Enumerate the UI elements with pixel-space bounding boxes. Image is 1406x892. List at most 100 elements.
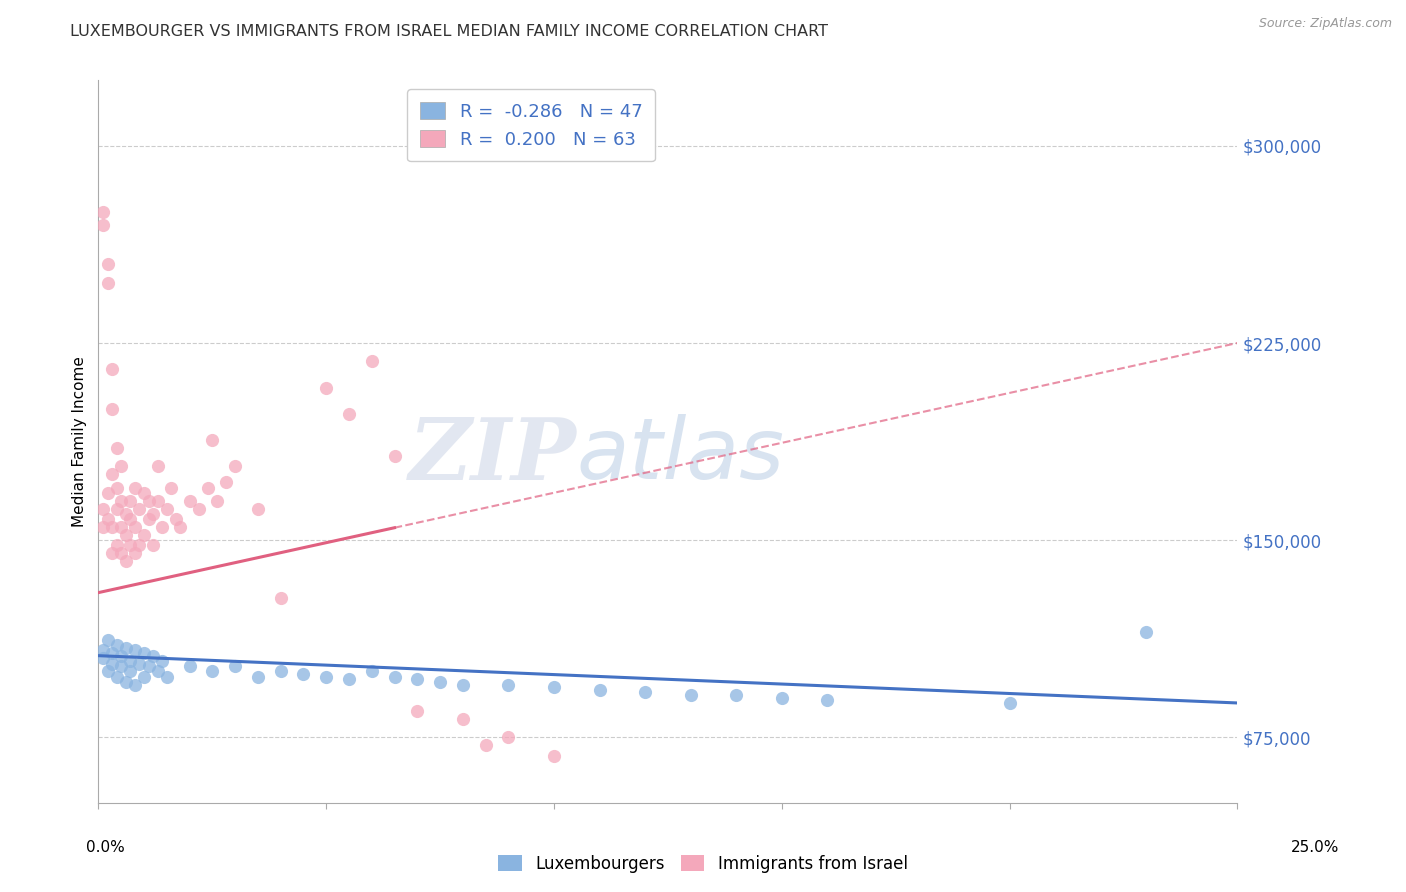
Point: [384, 449, 406, 463]
Point: [101, 520, 124, 534]
Point: [132, 485, 155, 500]
Point: [146, 665, 169, 679]
Point: [156, 670, 179, 684]
Point: [474, 738, 496, 752]
Point: [120, 538, 142, 552]
Point: [101, 657, 124, 671]
Point: [156, 501, 179, 516]
Point: [101, 546, 124, 560]
Text: 25.0%: 25.0%: [1291, 840, 1339, 855]
Point: [1135, 625, 1157, 640]
Point: [384, 670, 406, 684]
Point: [91, 651, 114, 665]
Point: [124, 481, 146, 495]
Point: [224, 659, 246, 673]
Point: [110, 546, 132, 560]
Point: [451, 712, 474, 726]
Point: [406, 704, 429, 718]
Point: [96, 665, 118, 679]
Point: [114, 554, 136, 568]
Point: [96, 276, 118, 290]
Point: [337, 407, 360, 421]
Point: [105, 481, 128, 495]
Point: [205, 493, 228, 508]
Point: [315, 381, 337, 395]
Point: [770, 690, 793, 705]
Point: [101, 646, 124, 660]
Point: [96, 485, 118, 500]
Point: [105, 538, 128, 552]
Point: [110, 648, 132, 663]
Point: [292, 667, 315, 681]
Point: [110, 520, 132, 534]
Point: [91, 501, 114, 516]
Point: [815, 693, 838, 707]
Point: [142, 648, 165, 663]
Point: [101, 362, 124, 376]
Point: [406, 673, 429, 687]
Point: [105, 638, 128, 652]
Point: [146, 459, 169, 474]
Point: [138, 493, 160, 508]
Point: [105, 441, 128, 455]
Point: [120, 493, 142, 508]
Point: [337, 673, 360, 687]
Point: [498, 730, 520, 744]
Legend: R =  -0.286   N = 47, R =  0.200   N = 63: R = -0.286 N = 47, R = 0.200 N = 63: [408, 89, 655, 161]
Point: [110, 493, 132, 508]
Point: [201, 434, 224, 448]
Point: [91, 643, 114, 657]
Point: [543, 680, 565, 694]
Point: [120, 512, 142, 526]
Point: [124, 520, 146, 534]
Point: [91, 218, 114, 232]
Text: atlas: atlas: [576, 415, 785, 498]
Point: [998, 696, 1021, 710]
Point: [114, 507, 136, 521]
Point: [91, 520, 114, 534]
Point: [91, 204, 114, 219]
Point: [114, 640, 136, 655]
Point: [246, 670, 269, 684]
Point: [124, 546, 146, 560]
Point: [101, 467, 124, 482]
Point: [96, 632, 118, 647]
Point: [124, 643, 146, 657]
Point: [114, 675, 136, 690]
Point: [588, 682, 610, 697]
Point: [138, 512, 160, 526]
Point: [679, 688, 702, 702]
Point: [146, 493, 169, 508]
Point: [215, 475, 238, 490]
Point: [360, 354, 382, 368]
Point: [179, 659, 201, 673]
Point: [160, 481, 183, 495]
Point: [132, 528, 155, 542]
Point: [543, 748, 565, 763]
Point: [725, 688, 748, 702]
Point: [132, 670, 155, 684]
Point: [96, 512, 118, 526]
Y-axis label: Median Family Income: Median Family Income: [72, 356, 87, 527]
Point: [165, 512, 187, 526]
Point: [110, 659, 132, 673]
Point: [124, 677, 146, 691]
Point: [142, 507, 165, 521]
Point: [132, 646, 155, 660]
Point: [101, 401, 124, 416]
Text: ZIP: ZIP: [409, 414, 576, 498]
Point: [142, 538, 165, 552]
Point: [360, 665, 382, 679]
Point: [128, 538, 150, 552]
Point: [201, 665, 224, 679]
Point: [150, 520, 173, 534]
Point: [451, 677, 474, 691]
Text: 0.0%: 0.0%: [86, 840, 125, 855]
Point: [128, 657, 150, 671]
Point: [429, 675, 451, 690]
Point: [110, 459, 132, 474]
Point: [96, 257, 118, 271]
Point: [315, 670, 337, 684]
Point: [270, 665, 292, 679]
Text: LUXEMBOURGER VS IMMIGRANTS FROM ISRAEL MEDIAN FAMILY INCOME CORRELATION CHART: LUXEMBOURGER VS IMMIGRANTS FROM ISRAEL M…: [70, 24, 828, 38]
